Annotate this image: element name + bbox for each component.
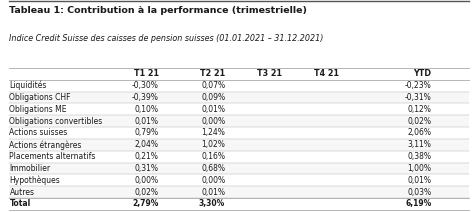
Text: 0,00%: 0,00% <box>201 176 225 185</box>
Bar <box>9 115 469 127</box>
Text: Actions étrangères: Actions étrangères <box>9 140 82 149</box>
Text: 3,30%: 3,30% <box>199 199 225 208</box>
Text: 0,31%: 0,31% <box>135 164 159 173</box>
Text: T2 21: T2 21 <box>200 69 225 78</box>
Text: 0,07%: 0,07% <box>201 81 225 90</box>
Text: Indice Credit Suisse des caisses de pension suisses (01.01.2021 – 31.12.2021): Indice Credit Suisse des caisses de pens… <box>9 34 324 43</box>
Text: 1,24%: 1,24% <box>201 128 225 137</box>
Text: 0,01%: 0,01% <box>135 117 159 126</box>
Text: -0,31%: -0,31% <box>405 93 431 102</box>
Text: Immobilier: Immobilier <box>9 164 51 173</box>
Text: Obligations CHF: Obligations CHF <box>9 93 71 102</box>
Text: 0,01%: 0,01% <box>407 176 431 185</box>
Text: 0,01%: 0,01% <box>201 105 225 114</box>
Text: T3 21: T3 21 <box>257 69 282 78</box>
Text: 1,02%: 1,02% <box>201 140 225 149</box>
Text: 0,21%: 0,21% <box>135 152 159 161</box>
Text: 6,19%: 6,19% <box>405 199 431 208</box>
Bar <box>9 198 469 210</box>
Bar <box>9 139 469 151</box>
Text: 0,00%: 0,00% <box>201 117 225 126</box>
Bar <box>9 163 469 174</box>
Text: T4 21: T4 21 <box>314 69 339 78</box>
Text: -0,30%: -0,30% <box>132 81 159 90</box>
Text: 0,03%: 0,03% <box>407 188 431 197</box>
Text: -0,39%: -0,39% <box>132 93 159 102</box>
Text: Placements alternatifs: Placements alternatifs <box>9 152 96 161</box>
Text: 1,00%: 1,00% <box>407 164 431 173</box>
Text: Obligations convertibles: Obligations convertibles <box>9 117 103 126</box>
Bar <box>9 80 469 92</box>
Bar <box>9 151 469 163</box>
Text: 0,02%: 0,02% <box>135 188 159 197</box>
Text: 0,16%: 0,16% <box>201 152 225 161</box>
Text: -0,23%: -0,23% <box>405 81 431 90</box>
Text: Tableau 1: Contribution à la performance (trimestrielle): Tableau 1: Contribution à la performance… <box>9 6 308 15</box>
Text: 2,06%: 2,06% <box>407 128 431 137</box>
Text: 0,38%: 0,38% <box>407 152 431 161</box>
Text: 0,09%: 0,09% <box>201 93 225 102</box>
Bar <box>9 127 469 139</box>
Text: 0,10%: 0,10% <box>135 105 159 114</box>
Text: Actions suisses: Actions suisses <box>9 128 68 137</box>
Text: T1 21: T1 21 <box>134 69 159 78</box>
Text: 0,68%: 0,68% <box>201 164 225 173</box>
Text: YTD: YTD <box>413 69 431 78</box>
Bar <box>9 186 469 198</box>
Bar <box>9 92 469 103</box>
Text: Liquidités: Liquidités <box>9 81 47 90</box>
Text: 0,02%: 0,02% <box>407 117 431 126</box>
Text: 0,79%: 0,79% <box>135 128 159 137</box>
Bar <box>9 174 469 186</box>
Text: 2,04%: 2,04% <box>135 140 159 149</box>
Text: 0,01%: 0,01% <box>201 188 225 197</box>
Text: 3,11%: 3,11% <box>408 140 431 149</box>
Bar <box>9 68 469 80</box>
Bar <box>9 103 469 115</box>
Text: Total: Total <box>9 199 31 208</box>
Text: Obligations ME: Obligations ME <box>9 105 67 114</box>
Text: 2,79%: 2,79% <box>132 199 159 208</box>
Text: Autres: Autres <box>9 188 35 197</box>
Text: 0,12%: 0,12% <box>408 105 431 114</box>
Text: Hypothèques: Hypothèques <box>9 176 60 185</box>
Text: 0,00%: 0,00% <box>135 176 159 185</box>
